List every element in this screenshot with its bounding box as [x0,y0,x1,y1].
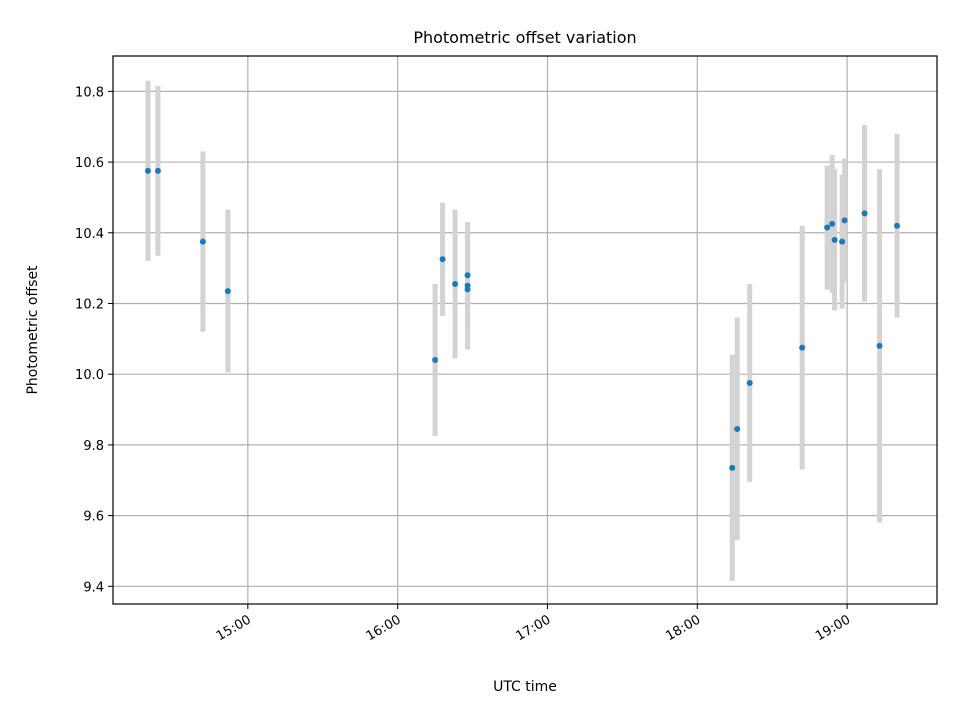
data-point [894,222,901,229]
data-point [824,224,831,231]
y-tick-label: 9.8 [83,439,104,454]
data-point [464,272,471,279]
data-point [876,342,883,349]
data-point [746,380,753,387]
y-tick-label: 10.2 [75,297,104,312]
data-point [829,220,836,227]
data-point [432,357,439,364]
data-point [861,210,868,217]
chart-title: Photometric offset variation [413,28,636,47]
y-tick-label: 9.4 [83,580,104,595]
plot-frame [112,55,938,605]
y-axis-ticks: 9.4 9.6 9.8 10.0 10.2 10.4 10.6 10.8 [75,85,113,595]
data-point [224,288,231,295]
data-point [464,286,471,293]
x-axis-title: UTC time [493,679,557,695]
y-tick-label: 10.4 [75,227,104,242]
y-tick-label: 10.6 [75,156,104,171]
data-point [452,281,459,288]
y-tick-label: 10.0 [75,368,104,383]
data-point [439,256,446,263]
y-axis-title: Photometric offset [25,265,41,395]
y-tick-label: 10.8 [75,85,104,100]
data-point [199,238,206,245]
data-point [729,464,736,471]
data-point [154,167,161,174]
data-point [734,425,741,432]
data-point [841,217,848,224]
data-points [144,167,901,471]
data-point [839,238,846,245]
data-point [799,344,806,351]
y-tick-label: 9.6 [83,510,104,525]
data-point [831,236,838,243]
data-point [144,167,151,174]
